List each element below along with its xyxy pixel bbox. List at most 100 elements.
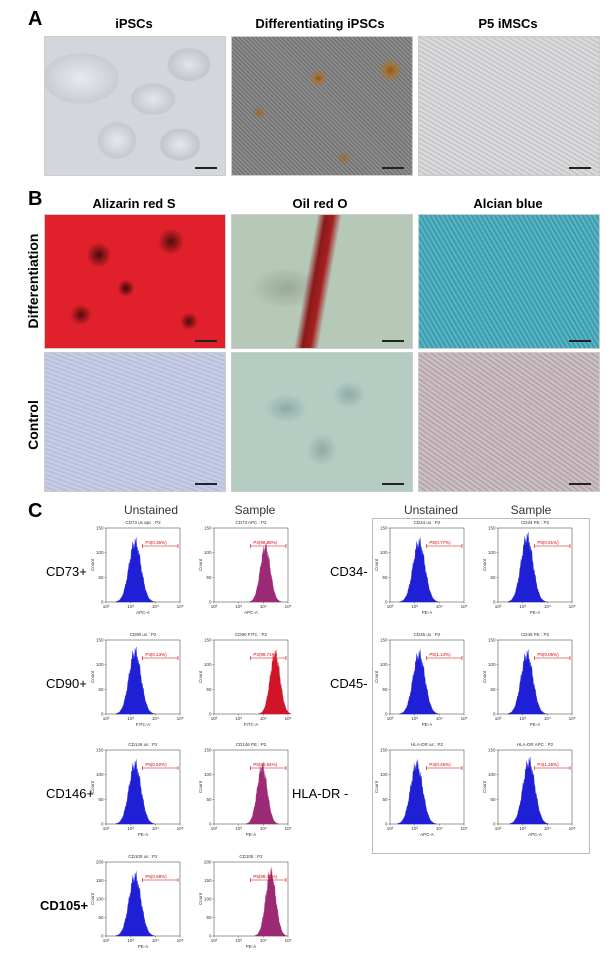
x-tick-label: 10² (103, 716, 110, 721)
x-tick-label: 10⁴ (436, 604, 443, 609)
y-tick-label: 0 (493, 822, 496, 827)
x-tick-label: 10⁴ (544, 716, 551, 721)
y-axis-label: Count (90, 670, 95, 683)
marker-label-cd73: CD73+ (46, 564, 87, 579)
y-tick-label: 50 (98, 915, 104, 920)
marker-label-cd105: CD105+ (40, 898, 89, 913)
x-tick-label: 10² (103, 826, 110, 831)
gate-label: P5(0.82%) (145, 762, 167, 767)
histogram-distribution (115, 646, 155, 715)
panel-b-letter: B (28, 188, 43, 210)
y-tick-label: 0 (493, 600, 496, 605)
y-tick-label: 100 (204, 662, 212, 667)
y-tick-label: 0 (385, 712, 388, 717)
histogram-title: CD90 FITC : P2 (235, 632, 268, 637)
right-flow-group-frame (372, 518, 590, 854)
panel-b-row-differentiation: Differentiation (25, 233, 41, 329)
x-tick-label: 10³ (127, 826, 134, 831)
x-tick-label: 10² (103, 938, 110, 943)
micrograph-differentiating-ipscs (231, 36, 413, 176)
y-axis-label: Count (482, 780, 487, 793)
micrograph-ipscs (44, 36, 226, 176)
histogram-distribution (249, 542, 282, 603)
x-tick-label: 10⁵ (285, 938, 292, 943)
x-tick-label: 10⁵ (285, 826, 292, 831)
y-tick-label: 150 (96, 638, 104, 643)
x-tick-label: 10⁵ (569, 604, 576, 609)
y-tick-label: 150 (96, 526, 104, 531)
x-tick-label: 10⁴ (544, 604, 551, 609)
histogram-title: CD105 us : P2 (128, 854, 158, 859)
x-tick-label: 10² (387, 826, 394, 831)
histogram-distribution (258, 649, 292, 715)
histogram-title: HLA-DR us : P2 (411, 742, 444, 747)
y-tick-label: 50 (98, 797, 104, 802)
x-axis-label: APC-A (244, 610, 258, 615)
x-tick-label: 10³ (519, 716, 526, 721)
y-axis-label: Count (482, 558, 487, 571)
histogram-title: CD73 APC : P2 (235, 520, 267, 525)
x-tick-label: 10⁴ (544, 826, 551, 831)
x-axis-label: PE-A (246, 944, 257, 949)
histogram-cd34-unstained: CD34 us : P2 0 50 100 150 10² 10³ 10⁴ 10⁵ Count PE… (372, 518, 472, 629)
panel-b-title-oilred: Oil red O (292, 196, 348, 211)
marker-label-cd146: CD146+ (46, 786, 95, 801)
micrograph-alizarin-differentiation (44, 214, 226, 349)
x-tick-label: 10³ (411, 604, 418, 609)
x-tick-label: 10⁵ (177, 604, 184, 609)
y-axis-label: Count (374, 780, 379, 793)
x-tick-label: 10⁵ (177, 938, 184, 943)
y-axis-label: Count (198, 558, 203, 571)
y-tick-label: 0 (493, 712, 496, 717)
y-axis-label: Count (482, 670, 487, 683)
histogram-cd73-sample: CD73 APC : P2 0 50 100 150 10² 10³ 10⁴ 10⁵ Count A… (196, 518, 296, 629)
marker-label-cd90: CD90+ (46, 676, 87, 691)
histogram-distribution (507, 649, 547, 715)
y-tick-label: 50 (98, 687, 104, 692)
histogram-title: CD90 us : P2 (130, 632, 157, 637)
x-axis-label: FITC-A (136, 722, 151, 727)
y-tick-label: 0 (209, 822, 212, 827)
x-tick-label: 10³ (411, 826, 418, 831)
x-tick-label: 10³ (235, 716, 242, 721)
panel-b-title-alizarin: Alizarin red S (92, 196, 176, 211)
x-tick-label: 10⁵ (177, 716, 184, 721)
micrograph-p5-imscs (418, 36, 600, 176)
x-tick-label: 10⁴ (260, 826, 267, 831)
y-tick-label: 0 (101, 822, 104, 827)
y-tick-label: 100 (96, 662, 104, 667)
micrograph-alcian-differentiation (418, 214, 600, 349)
y-tick-label: 50 (490, 575, 496, 580)
histogram-cd34-sample: CD34 PE : P2 0 50 100 150 10² 10³ 10⁴ 10⁵ Count PE… (480, 518, 580, 629)
gate-label: P4(98.98%) (253, 540, 277, 545)
x-axis-label: PE-A (530, 722, 541, 727)
panel-c-right-unstained-header: Unstained (403, 503, 459, 517)
y-tick-label: 100 (96, 772, 104, 777)
x-tick-label: 10² (211, 826, 218, 831)
y-tick-label: 150 (96, 748, 104, 753)
y-tick-label: 100 (204, 897, 212, 902)
x-tick-label: 10⁵ (569, 716, 576, 721)
x-tick-label: 10³ (411, 716, 418, 721)
histogram-hladr-sample: HLA-DR APC : P2 0 50 100 150 10² 10³ 10⁴ 10⁵ Coun… (480, 740, 580, 851)
x-tick-label: 10⁵ (285, 604, 292, 609)
x-tick-label: 10³ (235, 826, 242, 831)
histogram-distribution (399, 649, 439, 715)
y-tick-label: 100 (380, 550, 388, 555)
x-tick-label: 10³ (519, 826, 526, 831)
micrograph-alcian-control (418, 352, 600, 492)
x-tick-label: 10⁴ (260, 938, 267, 943)
x-tick-label: 10² (387, 716, 394, 721)
panel-c-left-sample-header: Sample (234, 503, 276, 517)
gate-label: P5(0.91%) (537, 540, 559, 545)
y-tick-label: 50 (382, 687, 388, 692)
y-tick-label: 50 (382, 575, 388, 580)
marker-label-cd45: CD45- (330, 676, 368, 691)
gate-label: P5(1.13%) (429, 652, 451, 657)
x-tick-label: 10⁴ (152, 938, 159, 943)
panel-b-title-alcian: Alcian blue (473, 196, 543, 211)
y-tick-label: 200 (204, 860, 212, 865)
x-tick-label: 10⁵ (569, 826, 576, 831)
histogram-distribution (115, 537, 155, 603)
x-tick-label: 10³ (235, 604, 242, 609)
